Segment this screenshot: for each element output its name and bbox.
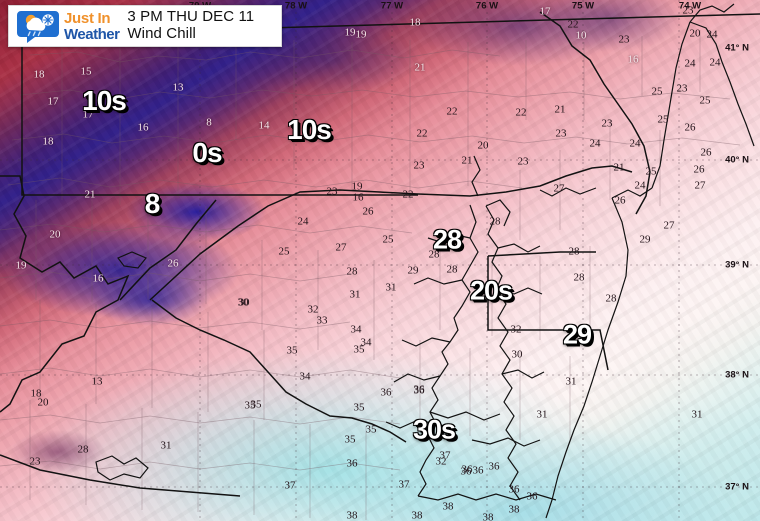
brand-wordmark: Just In Weather (64, 9, 120, 43)
longitude-tick-label: 78 W (284, 0, 308, 12)
county-lines (0, 30, 741, 520)
latitude-tick-label: 39° N (725, 259, 749, 271)
brand-line-2: Weather (64, 25, 120, 43)
map-valid-time: 3 PM THU DEC 11 (127, 8, 255, 26)
brand-line-1: Just In (64, 9, 111, 27)
latitude-tick-label: 37° N (725, 481, 749, 493)
longitude-tick-label: 77 W (380, 0, 404, 12)
just-in-weather-logo-icon (15, 7, 63, 45)
longitude-tick-label: 76 W (475, 0, 499, 12)
longitude-tick-label: 75 W (571, 0, 595, 12)
map-title-block: 3 PM THU DEC 11 Wind Chill (127, 8, 277, 43)
longitude-tick-label: 74 W (678, 0, 702, 12)
state-borders (0, 11, 760, 497)
title-card: Just In Weather 3 PM THU DEC 11 Wind Chi… (8, 5, 282, 47)
latitude-tick-label: 38° N (725, 369, 749, 381)
latitude-tick-label: 40° N (725, 154, 749, 166)
coastlines (95, 3, 755, 519)
latitude-tick-label: 41° N (725, 42, 749, 54)
map-product-name: Wind Chill (127, 25, 196, 42)
